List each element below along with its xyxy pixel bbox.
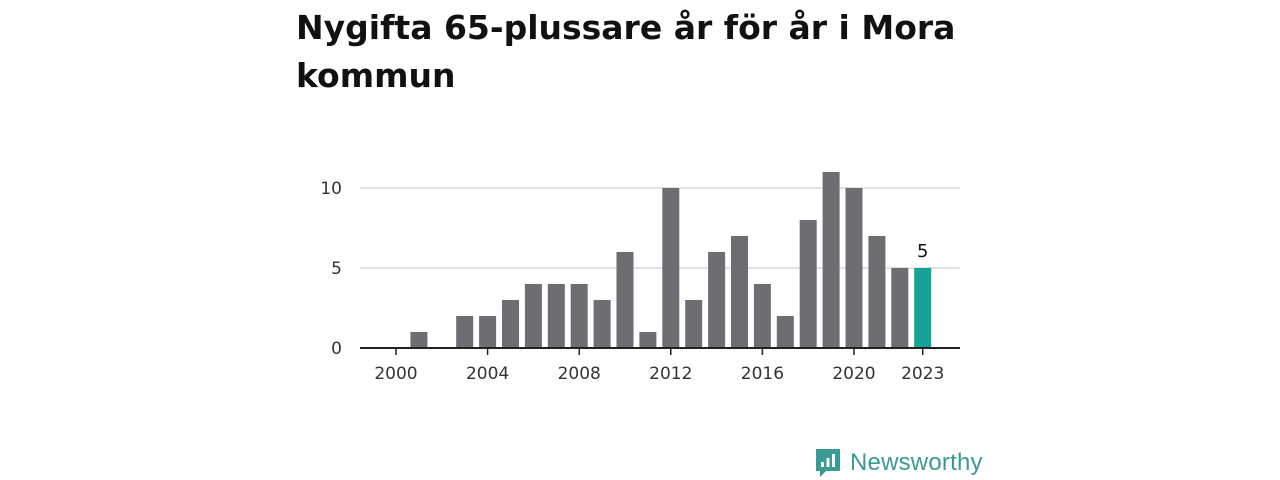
bar-2015[interactable] [731, 236, 748, 348]
bar-2014[interactable] [708, 252, 726, 348]
bar-2012[interactable] [662, 188, 680, 348]
axes [360, 347, 960, 355]
labels: 0 5 10 2000 2004 2008 2012 2016 2020 2023 5 [320, 179, 944, 384]
bar-2016[interactable] [753, 284, 771, 348]
x-tick-label: 2008 [558, 364, 601, 384]
bar-2011[interactable] [639, 332, 657, 348]
bar-2005[interactable] [502, 300, 519, 348]
newsworthy-logo-text: Newsworthy [850, 449, 983, 476]
bar-2010[interactable] [616, 252, 634, 348]
bar-2007[interactable] [547, 284, 565, 348]
bar-2006[interactable] [524, 284, 542, 348]
newsworthy-logo-icon [816, 449, 840, 477]
bar-2001[interactable] [410, 332, 428, 348]
bar-2013[interactable] [685, 300, 703, 348]
bar-2019[interactable] [822, 172, 840, 348]
bar-2021[interactable] [868, 236, 886, 348]
data-label-2023: 5 [917, 241, 928, 262]
bar-2022[interactable] [891, 268, 909, 348]
chart-title: Nygifta 65-plussare år för år i Mora kom… [296, 8, 956, 95]
bar-2023[interactable] [914, 268, 932, 348]
bar-2008[interactable] [570, 284, 588, 348]
bar-2004[interactable] [479, 316, 497, 348]
x-tick-label: 2012 [649, 364, 692, 384]
newsworthy-logo[interactable]: Newsworthy [814, 447, 983, 479]
y-tick-label: 5 [331, 259, 342, 279]
x-tick-label: 2023 [901, 364, 944, 384]
bar-2020[interactable] [845, 188, 863, 348]
bar-2003[interactable] [456, 316, 474, 348]
x-tick-label: 2004 [466, 364, 509, 384]
bar-2009[interactable] [593, 300, 611, 348]
bar-2017[interactable] [776, 316, 794, 348]
x-tick-label: 2000 [374, 364, 417, 384]
x-tick-label: 2020 [832, 364, 875, 384]
bar-2018[interactable] [799, 220, 817, 348]
bars [410, 172, 932, 348]
x-tick-label: 2016 [741, 364, 784, 384]
y-tick-label: 10 [320, 179, 342, 199]
y-tick-label: 0 [331, 339, 342, 359]
